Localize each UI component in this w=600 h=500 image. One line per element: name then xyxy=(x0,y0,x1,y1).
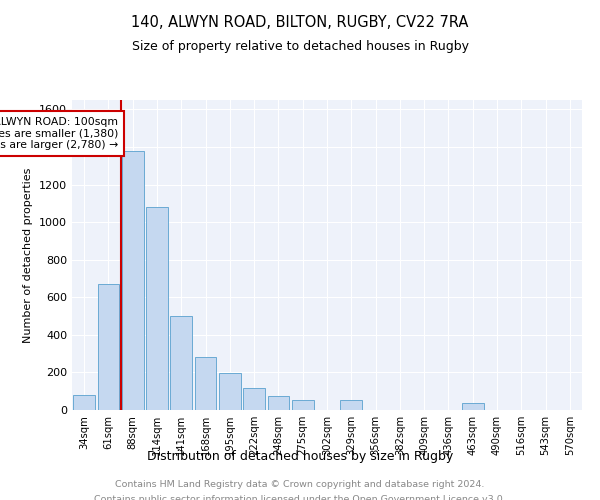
Bar xyxy=(219,374,241,410)
Bar xyxy=(97,284,119,410)
Bar xyxy=(170,316,192,410)
Bar xyxy=(73,395,95,410)
Bar xyxy=(146,207,168,410)
Text: Size of property relative to detached houses in Rugby: Size of property relative to detached ho… xyxy=(131,40,469,53)
Bar xyxy=(292,400,314,410)
Text: 140, ALWYN ROAD, BILTON, RUGBY, CV22 7RA: 140, ALWYN ROAD, BILTON, RUGBY, CV22 7RA xyxy=(131,15,469,30)
Bar xyxy=(122,150,143,410)
Text: Distribution of detached houses by size in Rugby: Distribution of detached houses by size … xyxy=(147,450,453,463)
Bar xyxy=(243,388,265,410)
Text: Contains HM Land Registry data © Crown copyright and database right 2024.: Contains HM Land Registry data © Crown c… xyxy=(115,480,485,489)
Text: Contains public sector information licensed under the Open Government Licence v3: Contains public sector information licen… xyxy=(94,495,506,500)
Bar xyxy=(194,358,217,410)
Bar xyxy=(268,396,289,410)
Bar xyxy=(340,400,362,410)
Text: 140 ALWYN ROAD: 100sqm
← 32% of detached houses are smaller (1,380)
65% of semi-: 140 ALWYN ROAD: 100sqm ← 32% of detached… xyxy=(0,117,118,150)
Y-axis label: Number of detached properties: Number of detached properties xyxy=(23,168,34,342)
Bar xyxy=(462,404,484,410)
